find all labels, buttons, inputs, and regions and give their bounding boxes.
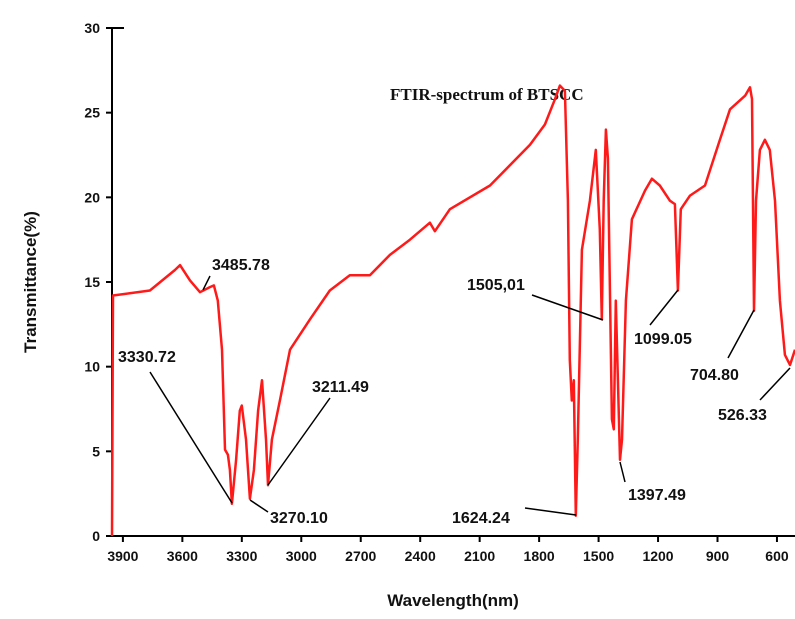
- annotation: 3270.10: [270, 510, 328, 527]
- annotation: 1397.49: [628, 487, 686, 504]
- y-tick-label: 25: [84, 105, 100, 121]
- x-tick-label: 1200: [642, 548, 673, 564]
- y-axis-label: Transmittance(%): [21, 211, 40, 353]
- annotation-leader: [202, 275, 211, 291]
- spectrum-line: [110, 84, 795, 537]
- annotation: 1624.24: [452, 510, 510, 527]
- annotation-leader: [149, 371, 233, 504]
- annotation: 704.80: [690, 367, 739, 384]
- annotation: 3211.49: [312, 379, 369, 396]
- x-tick-label: 1800: [524, 548, 555, 564]
- x-tick-label: 3900: [107, 548, 138, 564]
- x-tick-label: 1500: [583, 548, 614, 564]
- x-tick-label: 3000: [286, 548, 317, 564]
- x-tick-label: 3300: [226, 548, 257, 564]
- annotation: 1099.05: [634, 331, 692, 348]
- x-tick-label: 2400: [405, 548, 436, 564]
- y-tick-label: 10: [84, 359, 100, 375]
- annotation-leader: [531, 294, 604, 321]
- y-tick-label: 0: [92, 528, 100, 544]
- y-tick-label: 15: [84, 274, 100, 290]
- annotation-leader: [649, 289, 679, 326]
- annotation-leader: [249, 499, 269, 513]
- y-tick-label: 30: [84, 20, 100, 36]
- x-tick-label: 3600: [167, 548, 198, 564]
- annotation-leader: [267, 397, 331, 486]
- annotation-leader: [759, 367, 791, 401]
- x-axis-label: Wavelength(nm): [387, 591, 519, 610]
- annotation-leader: [727, 309, 755, 359]
- x-tick-label: 2700: [345, 548, 376, 564]
- y-tick-label: 5: [92, 443, 100, 459]
- annotation: 526.33: [718, 407, 767, 424]
- annotation: 3330.72: [118, 349, 176, 366]
- chart-title: FTIR-spectrum of BTSCC: [390, 85, 584, 104]
- annotation: 1505,01: [467, 277, 525, 294]
- y-tick-label: 20: [84, 189, 100, 205]
- x-tick-label: 2100: [464, 548, 495, 564]
- annotation-leader: [524, 507, 577, 516]
- x-tick-label: 600: [765, 548, 789, 564]
- x-tick-label: 900: [706, 548, 730, 564]
- annotation-leader: [619, 461, 626, 483]
- annotation: 3485.78: [212, 257, 270, 274]
